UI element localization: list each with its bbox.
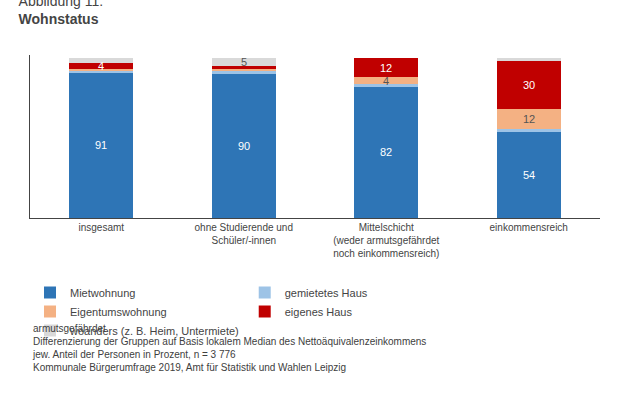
svg-text:einkommensreich: einkommensreich (490, 222, 568, 233)
svg-text:gemietetes Haus: gemietetes Haus (285, 287, 368, 299)
svg-text:82: 82 (380, 146, 392, 158)
svg-text:woanders (z. B. Heim, Untermie: woanders (z. B. Heim, Untermiete) (69, 325, 239, 337)
svg-text:armutsgefährdetDifferenzierung: armutsgefährdetDifferenzierung der Grupp… (32, 323, 426, 373)
svg-text:Abbildung 11:Wohnstatus: Abbildung 11:Wohnstatus (19, 0, 104, 27)
svg-text:4: 4 (383, 75, 389, 87)
svg-text:Eigentumswohnung: Eigentumswohnung (70, 306, 167, 318)
svg-text:insgesamt: insgesamt (78, 222, 124, 233)
svg-text:Mittelschicht(weder armutsgefä: Mittelschicht(weder armutsgefährdetnoch … (333, 222, 439, 259)
svg-text:Mietwohnung: Mietwohnung (70, 287, 135, 299)
svg-text:ohne Studierende undSchüler/-i: ohne Studierende undSchüler/-innen (195, 222, 293, 246)
svg-text:90: 90 (238, 140, 250, 152)
svg-text:12: 12 (523, 113, 535, 125)
svg-text:30: 30 (523, 79, 535, 91)
svg-text:eigenes Haus: eigenes Haus (285, 306, 353, 318)
svg-text:5: 5 (241, 56, 247, 68)
svg-text:91: 91 (95, 139, 107, 151)
svg-text:12: 12 (380, 62, 392, 74)
svg-text:4: 4 (98, 60, 104, 72)
svg-text:54: 54 (523, 169, 535, 181)
